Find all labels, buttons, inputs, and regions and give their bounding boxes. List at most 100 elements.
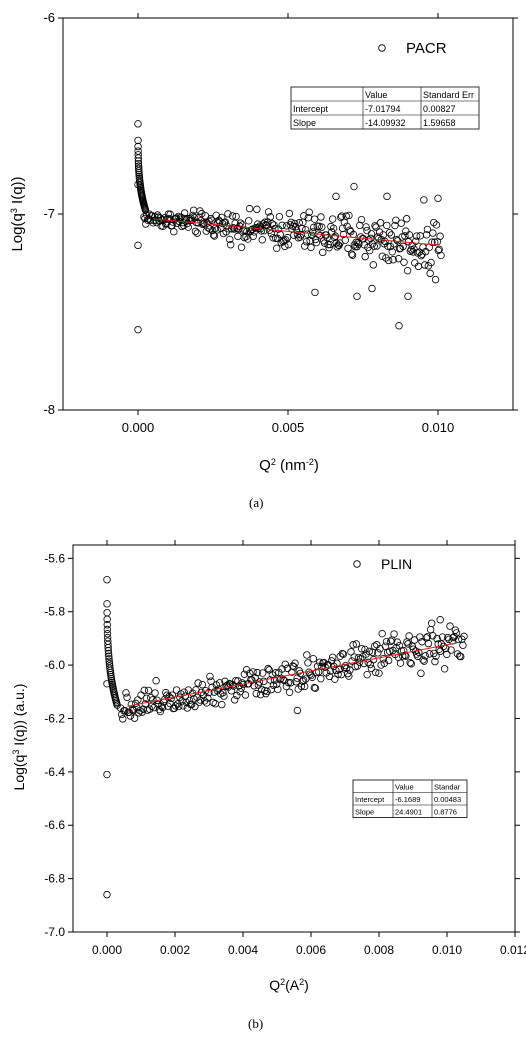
data-point [401, 232, 409, 240]
data-point [411, 647, 420, 655]
data-point [158, 703, 167, 712]
x-tick-label: 0.000 [122, 420, 155, 435]
fit-table-cell: Intercept [355, 795, 385, 804]
y-tick-label: -6.4 [44, 765, 65, 779]
data-point [198, 209, 206, 218]
data-point [345, 211, 353, 220]
data-point [226, 241, 235, 249]
data-point [269, 234, 277, 242]
data-point [253, 205, 261, 214]
data-points-b [103, 575, 468, 899]
data-point [123, 693, 131, 702]
data-point [273, 244, 281, 253]
caption-a: (a) [249, 495, 264, 510]
data-point [293, 230, 302, 239]
data-point [191, 702, 199, 711]
data-point [367, 230, 376, 238]
fit-table-cell: Slope [355, 808, 374, 817]
data-point [368, 240, 377, 248]
y-axis-ticks-a: -8 -7 -6 [43, 10, 518, 417]
data-point [372, 223, 380, 231]
x-axis-label-b: Q2(A2) [269, 977, 309, 993]
data-point [400, 647, 408, 655]
data-point [270, 221, 278, 229]
data-point [424, 639, 433, 648]
data-point [264, 664, 272, 673]
data-point [397, 219, 405, 227]
data-point [149, 696, 157, 704]
data-point [237, 243, 246, 252]
data-point [236, 219, 245, 227]
data-point [319, 248, 327, 257]
data-point [152, 677, 160, 685]
data-point [400, 258, 408, 266]
fit-table-cell: Value [395, 783, 414, 792]
data-point [384, 242, 392, 250]
data-point [384, 656, 393, 665]
data-point [417, 669, 425, 678]
data-point [134, 120, 142, 128]
data-point [421, 247, 430, 256]
data-point [452, 629, 461, 637]
data-point [363, 670, 371, 679]
data-point [292, 226, 301, 234]
data-point [381, 642, 390, 650]
data-point [328, 653, 337, 661]
data-point [426, 269, 434, 278]
fit-table-cell: -14.09932 [365, 118, 406, 128]
data-point [227, 225, 236, 233]
data-point [113, 701, 121, 709]
data-point [250, 682, 258, 690]
data-point [404, 640, 412, 648]
data-point [103, 890, 111, 899]
data-point [285, 688, 294, 696]
x-tick-label: 0.008 [364, 943, 394, 957]
data-point [384, 256, 393, 265]
data-point [343, 222, 351, 230]
data-point [330, 233, 339, 242]
data-point [301, 226, 310, 234]
data-point [437, 640, 446, 648]
data-point [135, 166, 143, 175]
data-point [103, 615, 111, 623]
data-point [243, 227, 251, 236]
data-point [386, 647, 394, 656]
data-point [440, 665, 449, 673]
data-point [387, 231, 396, 239]
data-point [432, 652, 440, 660]
data-point [104, 640, 112, 649]
data-point [382, 637, 391, 646]
data-point [428, 619, 436, 627]
data-points-a [134, 120, 445, 334]
data-point [147, 693, 155, 702]
data-point [316, 658, 324, 666]
fit-table-a: Intercept Slope Value -7.01794 -14.09932 Stan… [290, 86, 480, 130]
data-point [191, 227, 200, 236]
data-point [166, 210, 174, 218]
x-tick-label: 0.012 [500, 943, 526, 957]
data-point [303, 230, 312, 238]
data-point [365, 246, 374, 255]
data-point [291, 219, 299, 228]
data-point [365, 647, 373, 656]
data-point [358, 645, 366, 653]
data-point [128, 705, 137, 714]
fit-table-cell: Slope [293, 118, 316, 128]
data-point [430, 218, 438, 227]
data-point [335, 665, 343, 674]
data-point [383, 221, 391, 230]
data-point [339, 650, 348, 658]
data-point [234, 232, 242, 241]
x-tick-label: 0.010 [422, 420, 455, 435]
data-point [218, 700, 226, 709]
y-tick-label: -6.0 [44, 658, 65, 672]
data-point [284, 678, 293, 687]
data-point [290, 663, 298, 671]
data-point [403, 266, 412, 275]
data-point [353, 242, 361, 251]
data-point [281, 660, 290, 668]
x-axis-ticks-b: 0.000 0.002 0.004 0.006 0.008 0.010 0.012 [92, 540, 526, 957]
data-point [411, 259, 419, 267]
x-tick-label: 0.005 [272, 420, 305, 435]
data-point [399, 242, 407, 251]
